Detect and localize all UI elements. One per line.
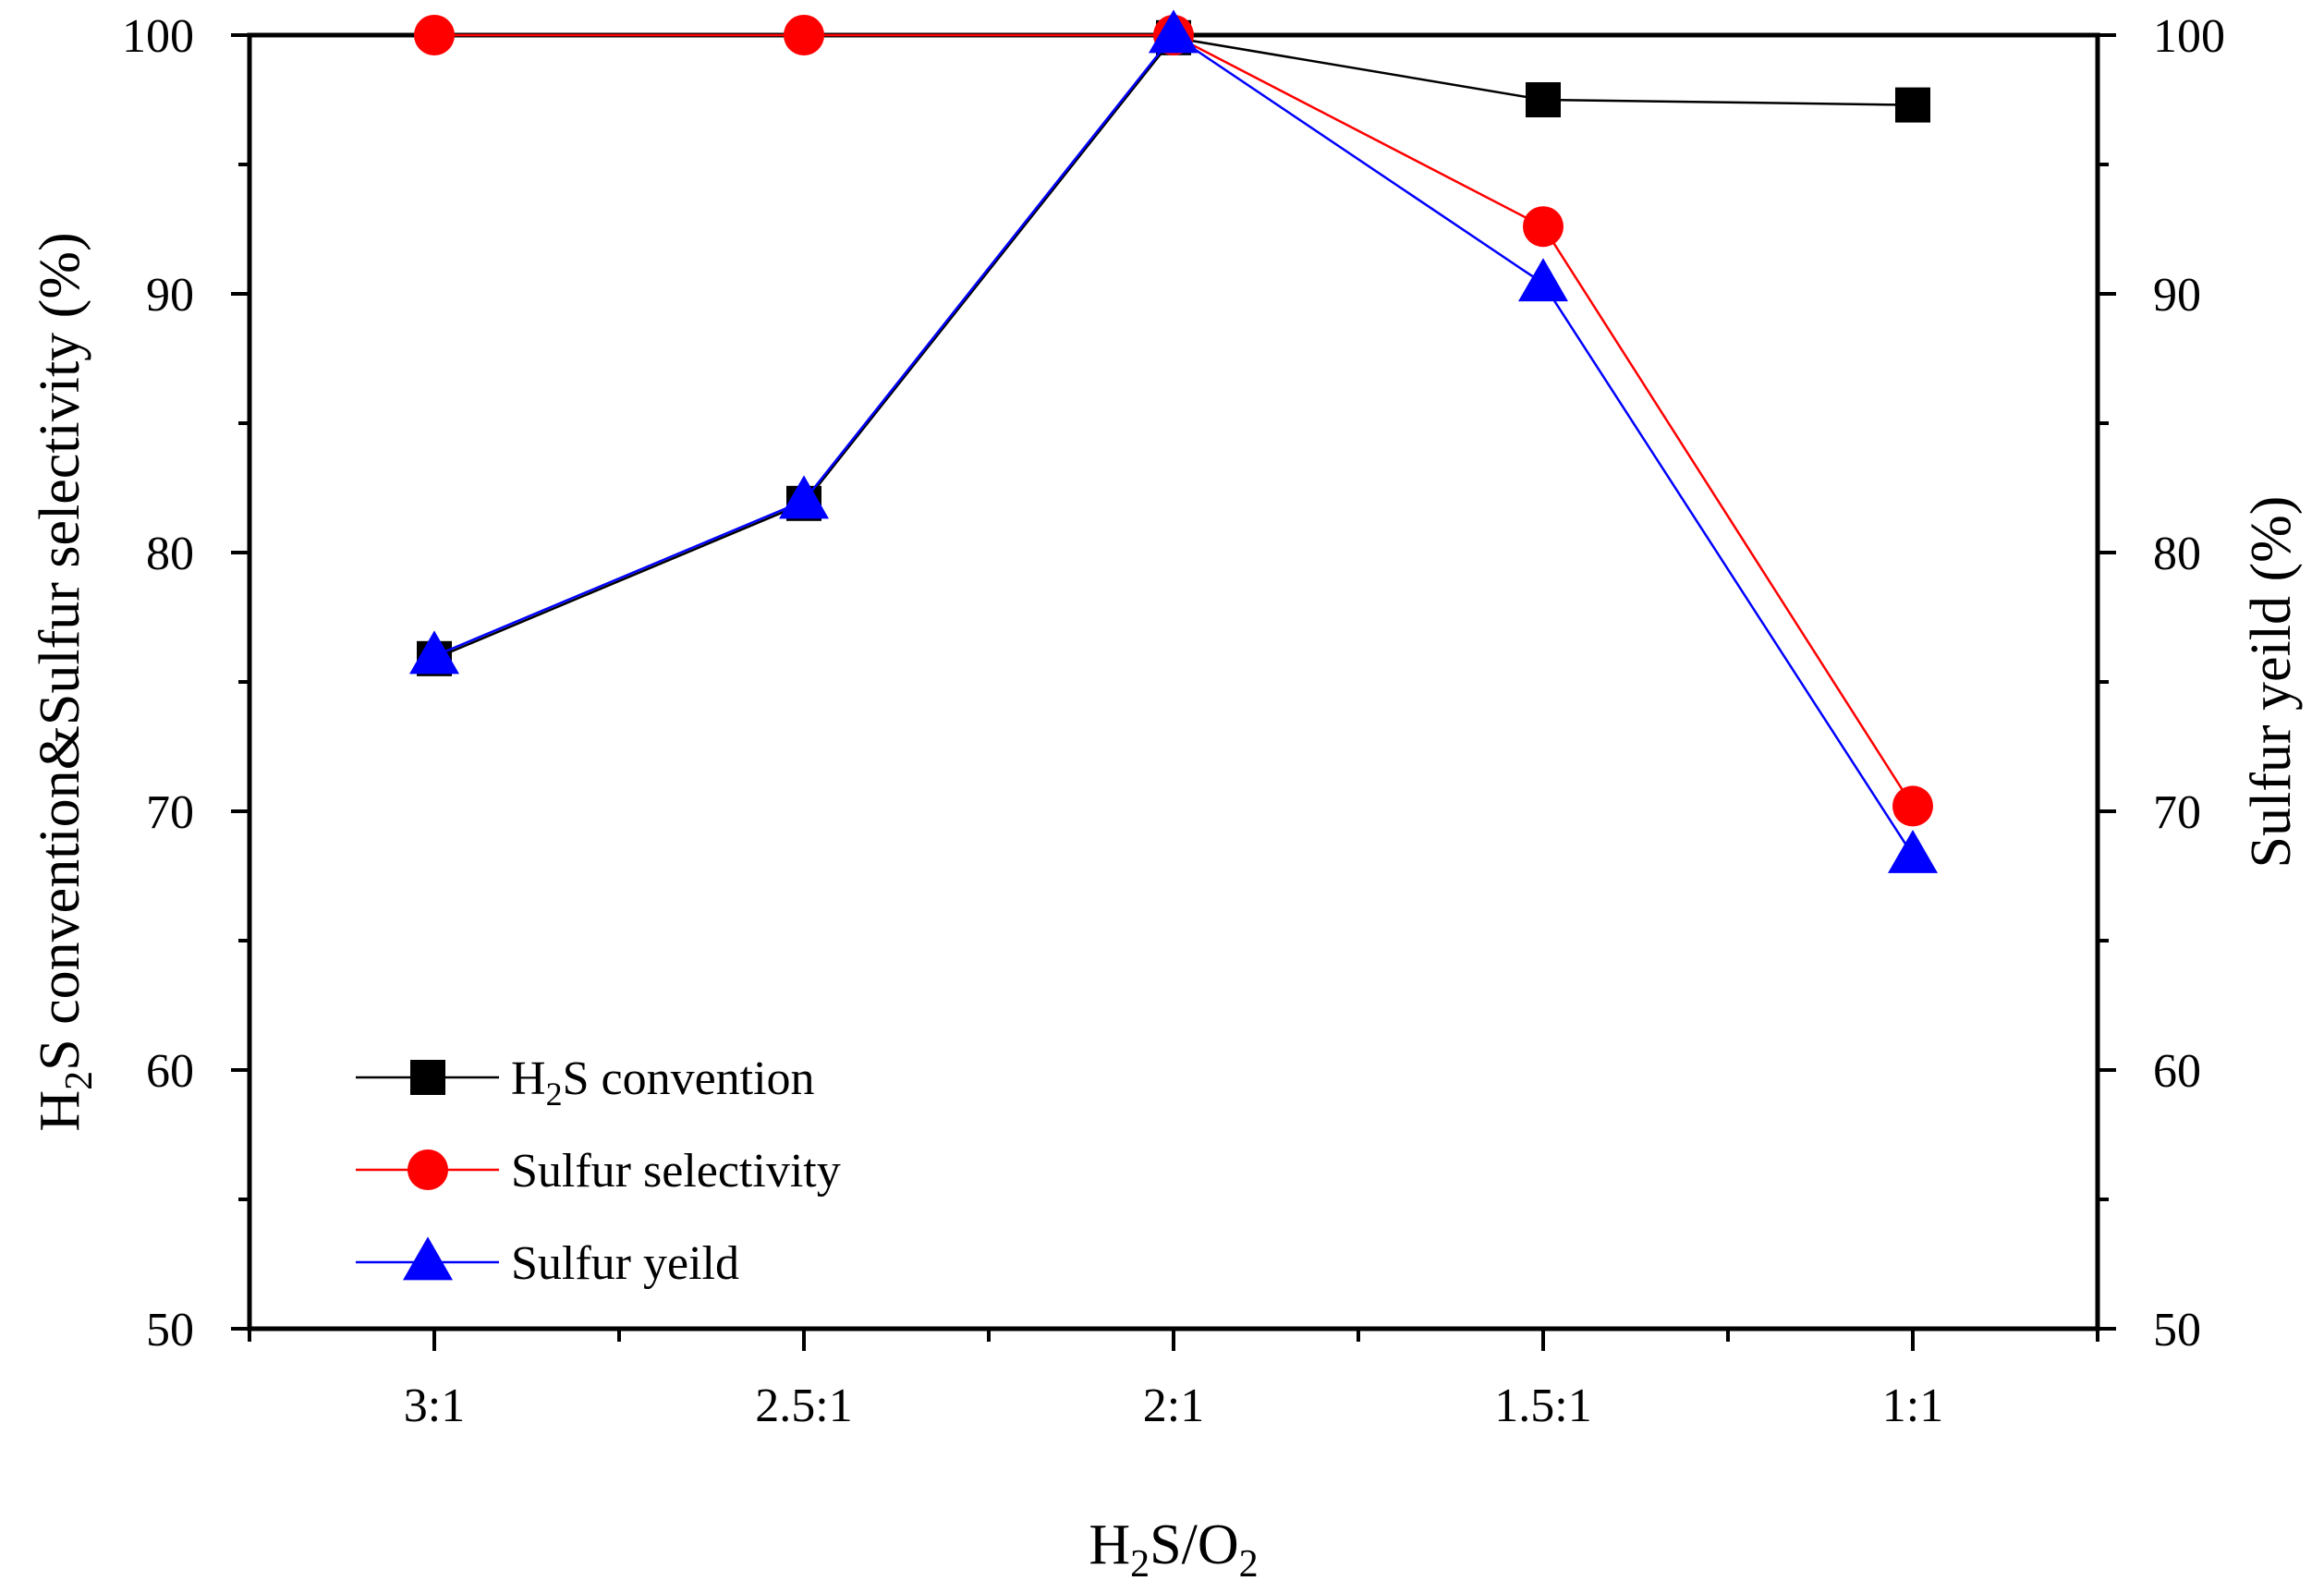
x-tick-label: 1.5:1	[1494, 1380, 1591, 1432]
y-right-axis-title: Sulfur yeild (%)	[2240, 496, 2303, 869]
y-left-axis-title: H2S convention&Sulfur selectivity (%)	[29, 232, 101, 1131]
x-axis-title: H2S/O2	[1089, 1514, 1258, 1586]
y-right-tick-label: 70	[2153, 786, 2201, 839]
data-point-triangle	[1149, 9, 1199, 54]
series-circle	[414, 15, 1933, 827]
data-point-circle	[414, 15, 455, 55]
legend-marker-square	[410, 1060, 445, 1095]
legend-item: H2S convention	[356, 1052, 815, 1113]
legend-label: Sulfur selectivity	[511, 1145, 841, 1198]
x-tick-label: 2:1	[1143, 1380, 1204, 1432]
data-point-square	[1895, 87, 1930, 123]
y-right-tick-label: 80	[2153, 528, 2201, 580]
x-tick-label: 2.5:1	[755, 1380, 852, 1432]
legend-label-text: Sulfur yeild	[511, 1237, 739, 1290]
legend: H2S convention Sulfur selectivity Sulfur y…	[356, 1052, 841, 1290]
data-point-circle	[1523, 206, 1564, 248]
frame-layer: 50 50 60 60 70 70 80 80 90 90 100 100 3:1 2.5:1 2:1 1.5…	[122, 10, 2225, 1432]
legend-item: Sulfur yeild	[356, 1236, 739, 1290]
x-axis-title-text: S/O	[1150, 1514, 1238, 1576]
data-point-triangle	[1888, 830, 1938, 873]
y-right-tick-label: 100	[2153, 10, 2225, 63]
data-point-circle	[1892, 785, 1933, 827]
y-left-axis-title-subscript: 2	[58, 1071, 101, 1090]
legend-label-subscript: 2	[546, 1076, 563, 1113]
y-left-axis-title-text: S convention&Sulfur selectivity (%)	[29, 232, 91, 1070]
legend-marker-triangle	[403, 1236, 453, 1281]
legend-label-text: Sulfur selectivity	[511, 1145, 841, 1198]
x-axis-title-text: H	[1089, 1514, 1130, 1576]
x-tick-label: 1:1	[1882, 1380, 1943, 1432]
y-left-axis-title-text: H	[29, 1090, 91, 1132]
y-right-tick-label: 90	[2153, 269, 2201, 322]
legend-item: Sulfur selectivity	[356, 1145, 841, 1198]
y-right-tick-label: 60	[2153, 1045, 2201, 1098]
legend-marker-circle	[408, 1149, 448, 1190]
data-point-circle	[784, 15, 824, 55]
data-point-square	[1526, 82, 1561, 117]
y-left-tick-label: 70	[146, 786, 194, 839]
y-left-tick-label: 100	[122, 10, 194, 63]
y-left-tick-label: 60	[146, 1045, 194, 1098]
y-right-tick-label: 50	[2153, 1304, 2201, 1356]
legend-label-text: H	[511, 1052, 546, 1105]
data-point-triangle	[779, 475, 829, 519]
data-point-triangle	[1518, 258, 1568, 302]
y-left-tick-label: 50	[146, 1304, 194, 1356]
x-axis-title-subscript: 2	[1130, 1543, 1150, 1586]
x-tick-label: 3:1	[404, 1380, 465, 1432]
series-square	[417, 19, 1930, 676]
series-layer	[409, 9, 1938, 873]
plot-frame	[247, 32, 2100, 1332]
y-left-tick-label: 80	[146, 528, 194, 580]
y-left-tick-label: 90	[146, 269, 194, 322]
series-line	[434, 33, 1915, 808]
data-point-triangle	[409, 630, 459, 675]
series-line	[433, 36, 1914, 660]
series-triangle	[409, 9, 1938, 873]
legend-label: Sulfur yeild	[511, 1237, 739, 1290]
legend-label: H2S convention	[511, 1052, 815, 1113]
x-axis-title-subscript: 2	[1239, 1543, 1259, 1586]
series-line	[433, 33, 1915, 857]
legend-label-text: S convention	[563, 1052, 815, 1105]
